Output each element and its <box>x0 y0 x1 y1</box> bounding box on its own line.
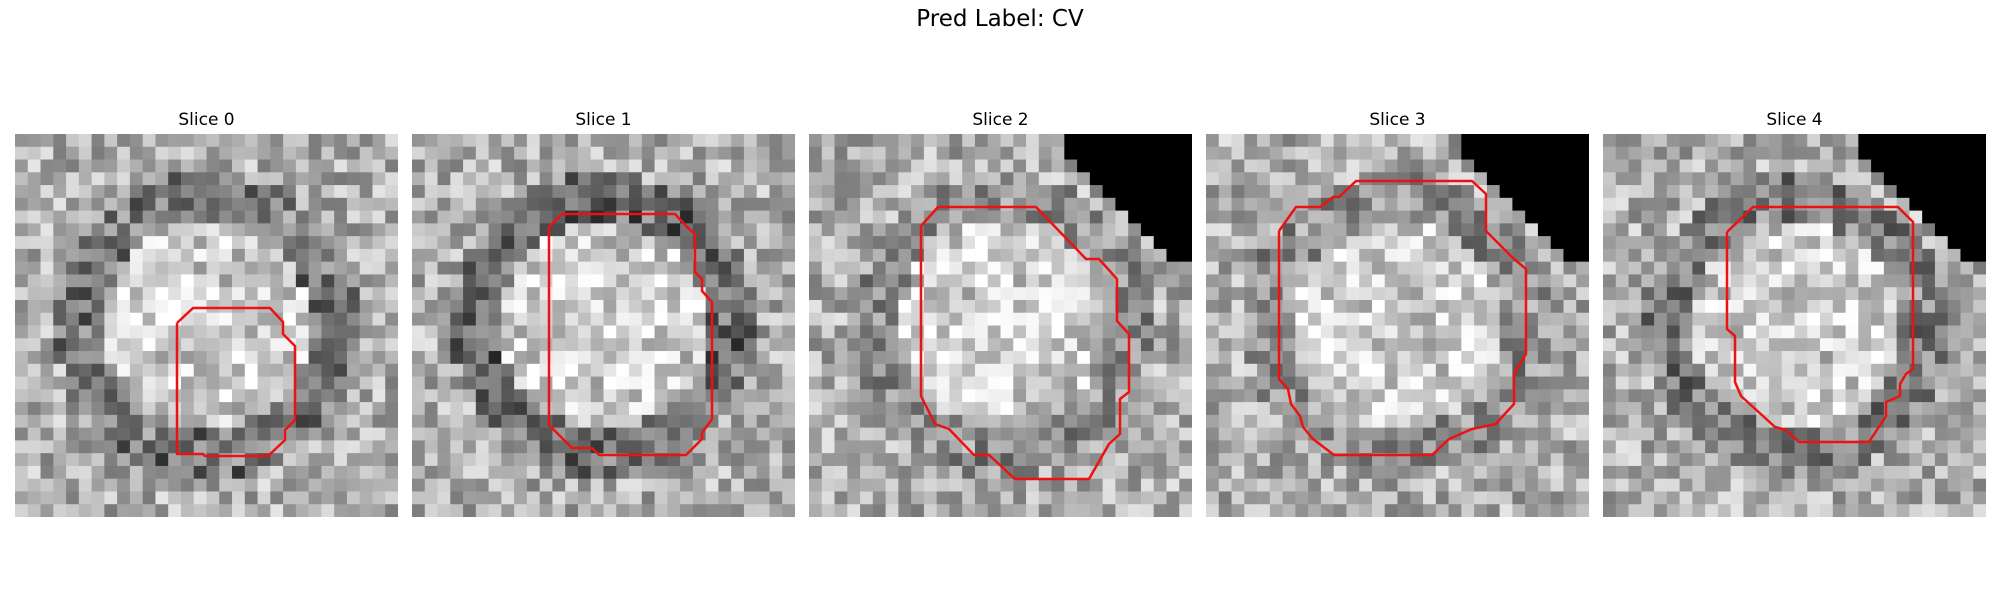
grayscale-slice <box>412 134 795 517</box>
slice-image <box>412 134 795 517</box>
segmentation-contour <box>547 212 714 457</box>
slice-image <box>1603 134 1986 517</box>
grayscale-slice <box>809 134 1192 517</box>
slice-panel-0: Slice 0 <box>15 109 398 517</box>
slice-panel-1: Slice 1 <box>412 109 795 517</box>
slice-title: Slice 0 <box>178 110 235 130</box>
grayscale-slice <box>1206 134 1589 517</box>
figure-title: Pred Label: CV <box>916 6 1084 32</box>
segmentation-contour <box>1725 205 1915 444</box>
slice-title: Slice 2 <box>972 110 1029 130</box>
segmentation-contour <box>1277 179 1528 457</box>
slice-title: Slice 3 <box>1369 110 1426 130</box>
slice-image <box>809 134 1192 517</box>
slice-panel-3: Slice 3 <box>1206 109 1589 517</box>
grayscale-slice <box>15 134 398 517</box>
segmentation-contour <box>175 306 297 458</box>
slice-panel-4: Slice 4 <box>1603 109 1986 517</box>
slice-panel-2: Slice 2 <box>809 109 1192 517</box>
slice-title: Slice 4 <box>1766 110 1823 130</box>
segmentation-contour <box>919 205 1131 481</box>
slice-title: Slice 1 <box>575 110 632 130</box>
slice-image <box>1206 134 1589 517</box>
slice-image <box>15 134 398 517</box>
grayscale-slice <box>1603 134 1986 517</box>
